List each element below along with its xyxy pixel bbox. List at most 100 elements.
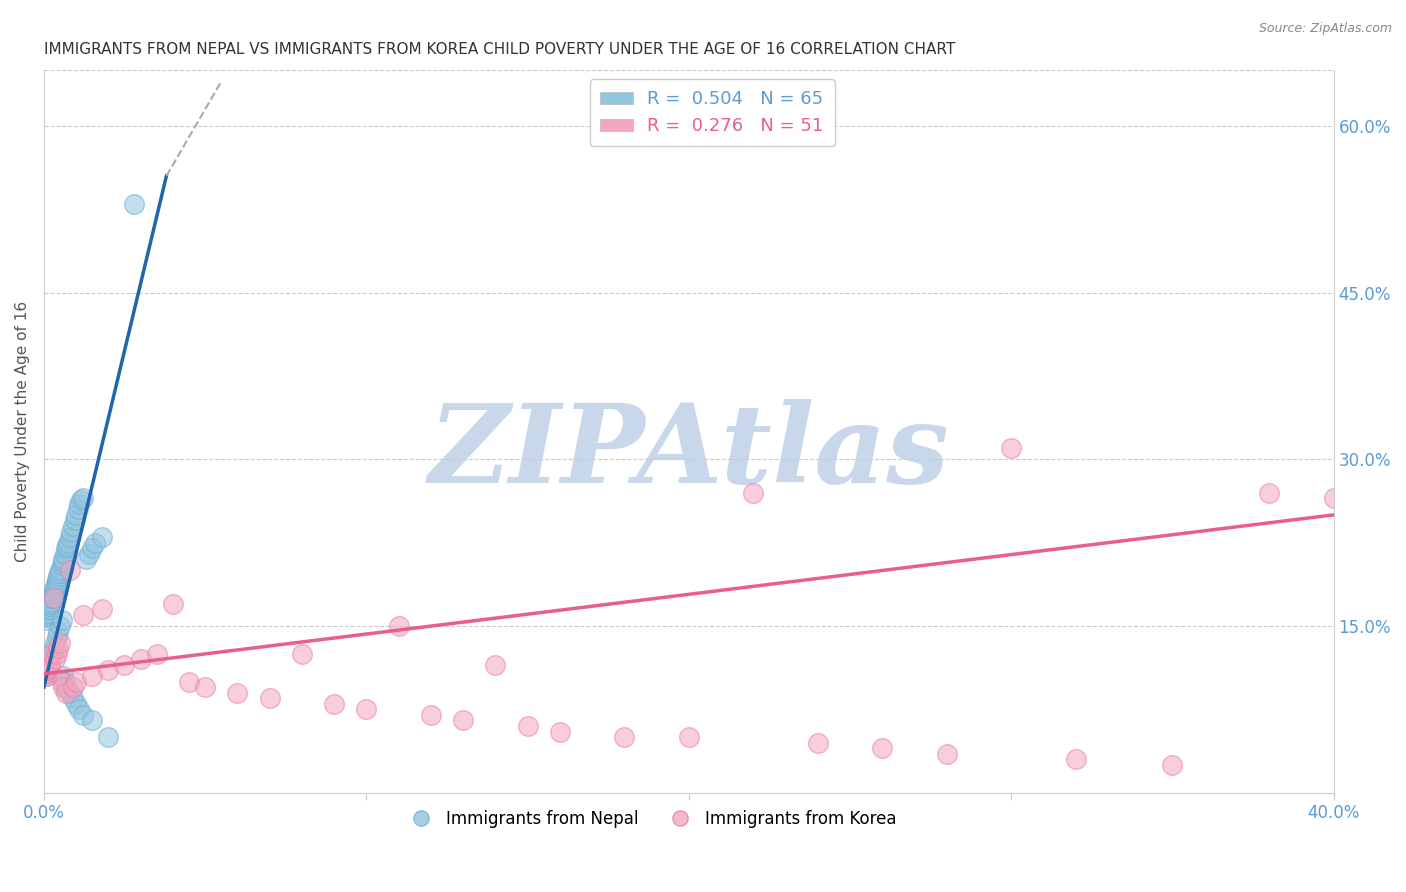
Point	[82, 541, 104, 556]
Point	[34, 614, 56, 628]
Point	[60, 524, 83, 539]
Point	[62, 680, 84, 694]
Point	[548, 724, 571, 739]
Point	[59, 563, 82, 577]
Point	[177, 674, 200, 689]
Point	[90, 602, 112, 616]
Point	[37, 661, 59, 675]
Point	[1000, 441, 1022, 455]
Point	[356, 702, 378, 716]
Point	[678, 730, 700, 744]
Point	[82, 669, 104, 683]
Point	[114, 657, 136, 672]
Point	[34, 669, 56, 683]
Point	[39, 657, 62, 672]
Point	[935, 747, 957, 761]
Point	[42, 585, 65, 599]
Point	[38, 655, 60, 669]
Point	[63, 513, 86, 527]
Point	[37, 606, 59, 620]
Point	[39, 597, 62, 611]
Point	[48, 624, 70, 639]
Point	[38, 602, 60, 616]
Point	[1064, 752, 1087, 766]
Point	[49, 563, 72, 577]
Point	[35, 665, 58, 680]
Point	[48, 641, 70, 656]
Point	[56, 539, 79, 553]
Point	[870, 741, 893, 756]
Point	[291, 647, 314, 661]
Point	[44, 580, 66, 594]
Point	[122, 196, 145, 211]
Point	[48, 569, 70, 583]
Point	[52, 552, 75, 566]
Point	[62, 519, 84, 533]
Point	[387, 619, 409, 633]
Point	[45, 576, 67, 591]
Point	[323, 697, 346, 711]
Point	[59, 530, 82, 544]
Point	[35, 610, 58, 624]
Point	[49, 635, 72, 649]
Point	[38, 655, 60, 669]
Point	[37, 664, 59, 678]
Point	[75, 552, 97, 566]
Point	[62, 691, 84, 706]
Point	[48, 566, 70, 580]
Point	[84, 535, 107, 549]
Point	[70, 493, 93, 508]
Point	[82, 714, 104, 728]
Point	[226, 686, 249, 700]
Legend: Immigrants from Nepal, Immigrants from Korea: Immigrants from Nepal, Immigrants from K…	[398, 804, 903, 835]
Point	[42, 588, 65, 602]
Point	[65, 697, 87, 711]
Point	[44, 652, 66, 666]
Point	[1323, 491, 1346, 506]
Y-axis label: Child Poverty Under the Age of 16: Child Poverty Under the Age of 16	[15, 301, 30, 562]
Point	[39, 652, 62, 666]
Point	[162, 597, 184, 611]
Point	[484, 657, 506, 672]
Point	[45, 574, 67, 589]
Point	[39, 594, 62, 608]
Point	[37, 661, 59, 675]
Point	[55, 680, 77, 694]
Point	[52, 555, 75, 569]
Text: IMMIGRANTS FROM NEPAL VS IMMIGRANTS FROM KOREA CHILD POVERTY UNDER THE AGE OF 16: IMMIGRANTS FROM NEPAL VS IMMIGRANTS FROM…	[44, 42, 955, 57]
Point	[65, 674, 87, 689]
Point	[37, 607, 59, 622]
Point	[55, 541, 77, 556]
Point	[1258, 485, 1281, 500]
Point	[53, 674, 76, 689]
Point	[41, 647, 63, 661]
Point	[44, 635, 66, 649]
Point	[45, 647, 67, 661]
Point	[41, 591, 63, 606]
Point	[72, 607, 94, 622]
Point	[129, 652, 152, 666]
Point	[35, 665, 58, 680]
Point	[77, 547, 100, 561]
Point	[65, 508, 87, 522]
Point	[34, 669, 56, 683]
Point	[72, 707, 94, 722]
Point	[46, 572, 69, 586]
Point	[97, 730, 120, 744]
Point	[67, 497, 90, 511]
Point	[51, 674, 73, 689]
Point	[451, 714, 474, 728]
Point	[613, 730, 636, 744]
Point	[807, 736, 830, 750]
Point	[38, 657, 60, 672]
Point	[66, 502, 89, 516]
Point	[67, 702, 90, 716]
Point	[42, 641, 65, 656]
Point	[45, 630, 67, 644]
Point	[52, 669, 75, 683]
Point	[51, 614, 73, 628]
Point	[419, 707, 441, 722]
Point	[259, 691, 281, 706]
Point	[1161, 757, 1184, 772]
Point	[194, 680, 217, 694]
